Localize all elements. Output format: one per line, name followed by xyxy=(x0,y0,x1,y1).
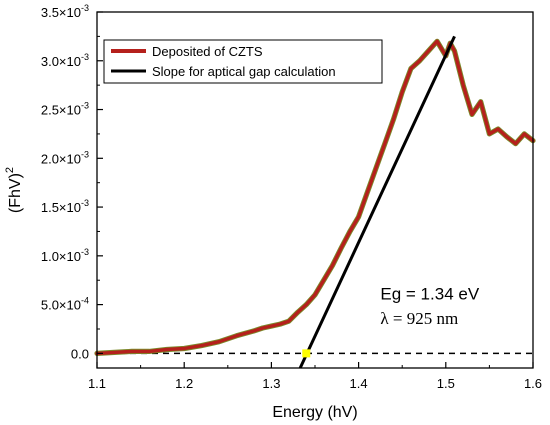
y-axis-title-base: (FhV) xyxy=(7,173,24,213)
x-tick-label: 1.1 xyxy=(88,376,106,391)
y-tick-label: 5.0×10-4 xyxy=(41,296,89,313)
x-tick-label: 1.3 xyxy=(262,376,280,391)
legend-label-deposited: Deposited of CZTS xyxy=(152,44,263,59)
series-deposited-outline xyxy=(94,38,536,356)
y-tick-label: 2.5×10-3 xyxy=(41,101,89,118)
y-tick-label: 0.0 xyxy=(71,346,89,361)
y-tick-label: 1.5×10-3 xyxy=(41,198,89,215)
series-deposited-line xyxy=(95,39,535,356)
annotation-band-gap: Eg = 1.34 eV xyxy=(380,285,479,304)
series-slope-line xyxy=(298,35,456,369)
legend-label-slope: Slope for aptical gap calculation xyxy=(152,64,336,79)
y-axis-title-superscript: 2 xyxy=(4,167,16,173)
x-tick-label: 1.5 xyxy=(437,376,455,391)
x-tick-label: 1.2 xyxy=(175,376,193,391)
legend-box xyxy=(103,39,383,84)
y-axis-title: (FhV)2 xyxy=(4,167,24,213)
y-axis: 0.0 5.0×10-4 1.0×10-3 1.5×10-3 2.0×10-3 2.5×1… xyxy=(41,3,103,361)
y-tick-label: 3.0×10-3 xyxy=(41,52,89,69)
x-tick-label: 1.4 xyxy=(350,376,368,391)
y-tick-label: 3.5×10-3 xyxy=(41,3,89,20)
intercept-marker xyxy=(302,349,311,358)
x-axis: 1.1 1.2 1.3 1.4 1.5 1.6 xyxy=(88,362,542,391)
legend: Deposited of CZTS Slope for aptical gap … xyxy=(103,39,383,84)
y-tick-label: 1.0×10-3 xyxy=(41,247,89,264)
plot-content xyxy=(94,35,536,369)
x-tick-label: 1.6 xyxy=(524,376,542,391)
y-tick-label: 2.0×10-3 xyxy=(41,149,89,166)
annotation-wavelength: λ = 925 nm xyxy=(380,309,458,328)
x-axis-title: Energy (hV) xyxy=(272,404,357,421)
